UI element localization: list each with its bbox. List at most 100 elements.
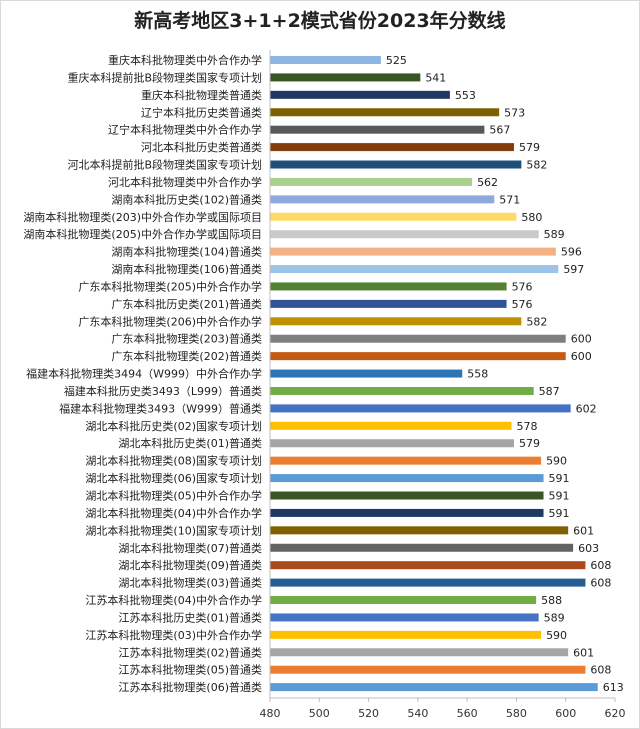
bar	[270, 90, 450, 99]
data-label: 587	[539, 385, 560, 398]
data-label: 582	[526, 315, 547, 328]
data-label: 573	[504, 106, 525, 119]
bar	[270, 508, 544, 517]
data-label: 602	[576, 402, 597, 415]
bar	[270, 56, 381, 64]
category-label: 湖南本科批物理类(104)普通类	[111, 245, 262, 259]
bar	[270, 613, 539, 622]
bar	[270, 317, 522, 326]
bar	[270, 369, 463, 378]
category-label: 河北本科提前批B段物理类国家专项计划	[67, 158, 262, 172]
category-label: 湖南本科批物理类(106)普通类	[111, 262, 262, 276]
category-label: 重庆本科提前批B段物理类国家专项计划	[67, 70, 262, 84]
data-label: 601	[573, 646, 594, 659]
bar	[270, 596, 537, 605]
category-label: 湖南本科批历史类(102)普通类	[111, 192, 262, 206]
category-label: 湖北本科批物理类(09)普通类	[118, 558, 262, 572]
bar	[270, 439, 514, 448]
x-tick-label: 500	[309, 707, 330, 720]
bar	[270, 195, 495, 204]
category-label: 重庆本科批物理类普通类	[141, 88, 262, 102]
category-label: 广东本科批物理类(203)普通类	[111, 332, 262, 346]
data-label: 525	[386, 54, 407, 67]
data-label: 578	[517, 420, 538, 433]
data-label: 589	[544, 228, 565, 241]
category-label: 福建本科批物理类3493（W999）普通类	[59, 401, 262, 415]
category-label: 湖北本科批历史类(02)国家专项计划	[85, 419, 262, 433]
bar	[270, 73, 421, 82]
data-label: 613	[603, 681, 624, 694]
category-label: 江苏本科批物理类(02)普通类	[118, 645, 262, 659]
bar	[270, 630, 542, 639]
category-label: 江苏本科批物理类(04)中外合作办学	[85, 593, 262, 607]
category-label: 湖北本科批物理类(10)国家专项计划	[85, 523, 262, 537]
x-tick-label: 480	[260, 707, 281, 720]
data-label: 541	[425, 71, 446, 84]
bar	[270, 212, 517, 221]
data-label: 608	[590, 664, 611, 677]
data-label: 576	[512, 280, 533, 293]
bar	[270, 474, 544, 483]
category-label: 广东本科批历史类(201)普通类	[111, 297, 262, 311]
category-label: 河北本科批历史类普通类	[141, 140, 262, 154]
bar	[270, 665, 586, 674]
bar	[270, 386, 534, 395]
data-label: 580	[521, 211, 542, 224]
bar	[270, 561, 586, 570]
data-label: 582	[526, 159, 547, 172]
data-label: 597	[563, 263, 584, 276]
bar	[270, 578, 586, 587]
data-label: 553	[455, 89, 476, 102]
category-label: 湖南本科批物理类(203)中外合作办学或国际项目	[23, 210, 262, 224]
data-label: 562	[477, 176, 498, 189]
data-label: 600	[571, 350, 592, 363]
category-label: 广东本科批物理类(206)中外合作办学	[78, 314, 262, 328]
category-label: 重庆本科批物理类中外合作办学	[108, 53, 262, 67]
category-label: 辽宁本科批物理类中外合作办学	[108, 123, 262, 137]
bar	[270, 334, 566, 343]
data-label: 603	[578, 542, 599, 555]
category-label: 广东本科批物理类(205)中外合作办学	[78, 279, 262, 293]
bar	[270, 648, 569, 657]
data-label: 567	[489, 124, 510, 137]
x-tick-label: 520	[358, 707, 379, 720]
bar	[270, 543, 574, 552]
category-label: 湖南本科批物理类(205)中外合作办学或国际项目	[23, 227, 262, 241]
bar	[270, 247, 556, 256]
category-label: 福建本科批历史类3493（L999）普通类	[64, 384, 262, 398]
category-label: 江苏本科批物理类(06)普通类	[118, 680, 262, 694]
category-label: 辽宁本科批历史类普通类	[141, 105, 262, 119]
data-label: 588	[541, 594, 562, 607]
x-tick-label: 580	[506, 707, 527, 720]
category-label: 湖北本科批物理类(05)中外合作办学	[85, 489, 262, 503]
category-label: 湖北本科批物理类(07)普通类	[118, 541, 262, 555]
category-label: 湖北本科批物理类(03)普通类	[118, 576, 262, 590]
bar	[270, 282, 507, 291]
category-label: 湖北本科批历史类(01)普通类	[118, 436, 262, 450]
data-label: 596	[561, 246, 582, 259]
x-axis-ticks: 480 500 520 540 560 580 600 620	[260, 698, 626, 720]
bar	[270, 177, 473, 186]
bar	[270, 456, 542, 465]
x-tick-label: 560	[457, 707, 478, 720]
data-label: 608	[590, 559, 611, 572]
bar	[270, 265, 559, 274]
bar	[270, 421, 512, 430]
data-label: 579	[519, 141, 540, 154]
data-label: 558	[467, 368, 488, 381]
data-label: 589	[544, 611, 565, 624]
bar	[270, 526, 569, 535]
bar	[270, 299, 507, 308]
data-label: 591	[549, 472, 570, 485]
bar	[270, 160, 522, 169]
bar	[270, 404, 571, 413]
bar	[270, 108, 500, 117]
category-label: 湖北本科批物理类(04)中外合作办学	[85, 506, 262, 520]
data-label: 608	[590, 577, 611, 590]
category-label: 河北本科批物理类中外合作办学	[108, 175, 262, 189]
data-label: 579	[519, 437, 540, 450]
data-label: 600	[571, 333, 592, 346]
data-label: 591	[549, 490, 570, 503]
bar	[270, 125, 485, 134]
bar	[270, 143, 514, 152]
